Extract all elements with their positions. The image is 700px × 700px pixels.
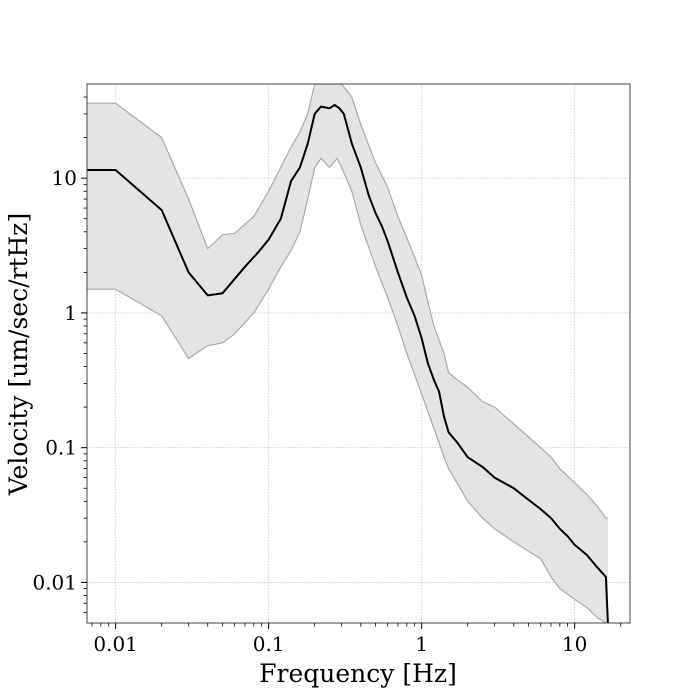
- x-tick-label: 0.1: [253, 632, 285, 656]
- y-axis-title: Velocity [um/sec/rtHz]: [4, 213, 33, 496]
- band-fill: [87, 84, 608, 623]
- tick-labels: 0.01 0.1 1 10 0.01 0.1 1 10: [32, 166, 587, 656]
- x-tick-label: 1: [415, 632, 428, 656]
- upper-bound-line: [87, 84, 608, 519]
- x-tick-label: 10: [562, 632, 587, 656]
- y-tick-label: 0.1: [45, 436, 77, 460]
- x-tick-label: 0.01: [93, 632, 138, 656]
- y-tick-label: 0.01: [32, 570, 77, 594]
- median-line: [87, 103, 609, 623]
- x-axis-title: Frequency [Hz]: [259, 659, 457, 688]
- median-line-group: [87, 103, 609, 623]
- lower-bound-line: [87, 157, 608, 623]
- y-tick-label: 10: [52, 166, 77, 190]
- axis-ticks: [81, 96, 622, 629]
- percentile-band: [87, 84, 608, 623]
- y-tick-label: 1: [64, 301, 77, 325]
